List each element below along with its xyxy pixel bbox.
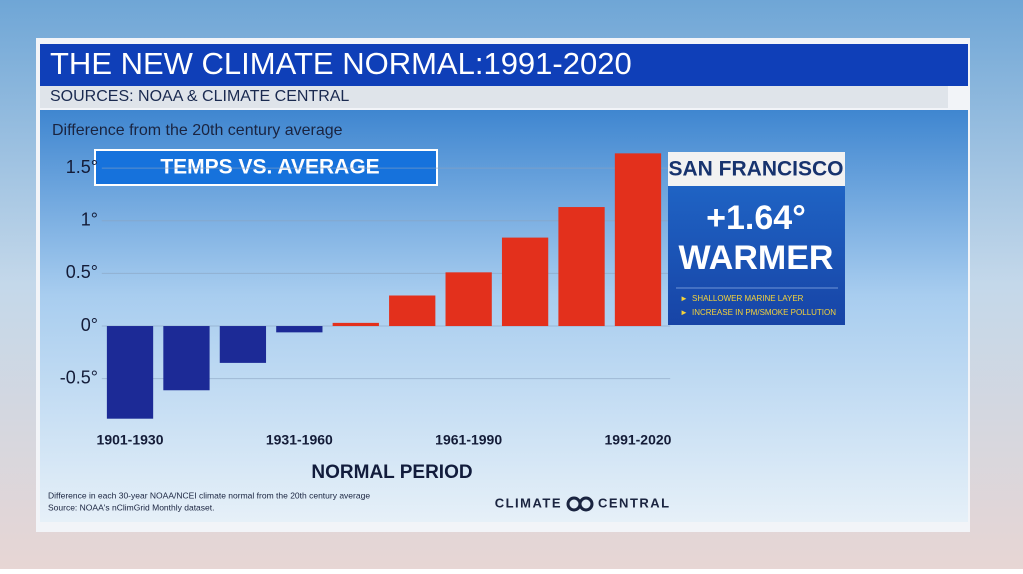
x-tick-label: 1991-2020 [605, 432, 672, 448]
bar [614, 153, 662, 327]
plot: 1.5° 1° 0.5° 0° -0.5° 1901-1930 1931-1960 1961-… [60, 153, 672, 448]
x-tick-label: 1931-1960 [266, 432, 333, 448]
bullet-marker: ► [680, 294, 688, 303]
bar [106, 326, 154, 419]
bar [332, 322, 379, 327]
x-tick-label: 1901-1930 [97, 432, 164, 448]
sidebar-panel [668, 186, 845, 325]
subtitle-bar [40, 86, 948, 108]
footnote: Source: NOAA's nClimGrid Monthly dataset… [48, 502, 215, 512]
chart-subtitle: Difference from the 20th century average [52, 122, 343, 139]
subtitle: SOURCES: NOAA & CLIMATE CENTRAL [50, 88, 349, 105]
x-tick-label: 1961-1990 [435, 432, 502, 448]
bar [276, 326, 323, 333]
logo-text: CENTRAL [598, 495, 671, 510]
y-tick-label: -0.5° [60, 367, 98, 387]
logo-text: CLIMATE [495, 495, 562, 510]
annotation: TEMPS VS. AVERAGE [160, 156, 379, 179]
bar [219, 326, 267, 363]
sidebar-label: WARMER [679, 239, 834, 277]
sidebar-bullet: SHALLOWER MARINE LAYER [692, 294, 804, 303]
bar [558, 207, 605, 327]
sidebar-bullet: INCREASE IN PM/SMOKE POLLUTION [692, 308, 836, 317]
sidebar-city: SAN FRANCISCO [668, 158, 843, 181]
sidebar-header [668, 152, 845, 186]
bar [445, 272, 492, 327]
y-tick-label: 1° [81, 209, 98, 229]
y-tick-label: 0.5° [66, 262, 98, 282]
logo-icon [578, 496, 594, 512]
bullet-marker: ► [680, 308, 688, 317]
footnote: Difference in each 30-year NOAA/NCEI cli… [48, 490, 370, 500]
title-bar [40, 44, 968, 86]
sidebar-value: +1.64° [706, 199, 806, 237]
bar [389, 295, 436, 327]
y-tick-label: 0° [81, 315, 98, 335]
annotation-box [94, 149, 438, 186]
bar [163, 326, 210, 391]
y-tick-label: 1.5° [66, 157, 98, 177]
x-axis-label: NORMAL PERIOD [311, 462, 472, 483]
bar [501, 237, 549, 327]
title: THE NEW CLIMATE NORMAL:1991-2020 [50, 46, 632, 81]
